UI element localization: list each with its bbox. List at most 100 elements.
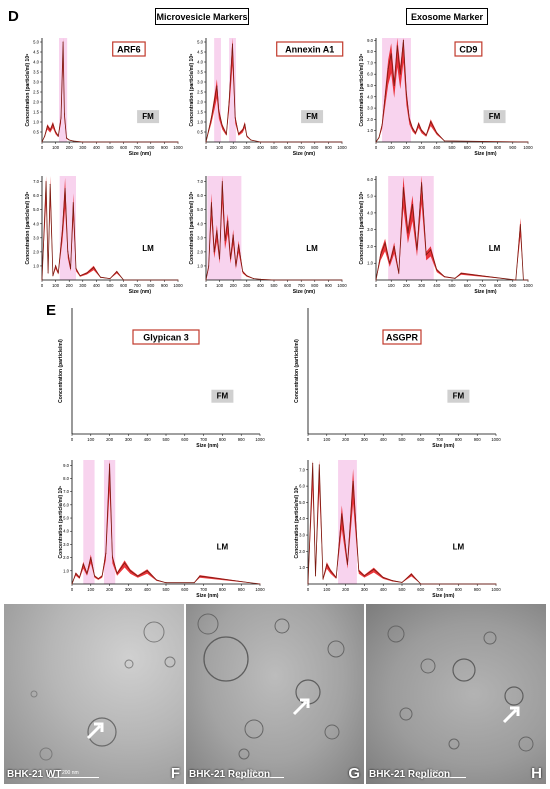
- chart-cd9-lm: 0 100 200 300 400 500 600 700 800 900 1000 Size (nm…: [359, 176, 533, 295]
- x-tick-label: 900: [509, 145, 517, 150]
- x-tick-label: 400: [93, 145, 101, 150]
- data-point: [402, 187, 404, 189]
- y-tick-label: 5.0: [33, 40, 39, 45]
- x-tick-label: 700: [436, 437, 444, 442]
- data-point: [408, 118, 410, 120]
- data-point: [253, 278, 255, 280]
- data-point: [234, 117, 236, 119]
- y-tick-label: 2.0: [299, 549, 305, 554]
- condition-box: [447, 389, 470, 403]
- y-tick-label: 1.0: [299, 565, 305, 570]
- x-tick-label: 100: [388, 145, 396, 150]
- data-point: [454, 277, 456, 279]
- data-point: [94, 575, 96, 577]
- y-tick-label: 9.0: [367, 38, 373, 43]
- data-point: [210, 117, 212, 119]
- data-point: [375, 279, 377, 281]
- x-tick-label: 1000: [523, 145, 533, 150]
- panel-letter-e: E: [46, 302, 57, 319]
- data-point: [70, 268, 72, 270]
- x-tick-label: 1000: [337, 283, 347, 288]
- data-point: [430, 121, 432, 123]
- x-tick-label: 600: [417, 587, 425, 592]
- data-point: [224, 240, 226, 242]
- y-tick-label: 1.0: [197, 120, 203, 125]
- x-tick-label: 800: [494, 145, 502, 150]
- x-tick-label: 500: [163, 587, 171, 592]
- x-tick-label: 800: [147, 283, 155, 288]
- data-point: [393, 84, 395, 86]
- data-point: [79, 275, 81, 277]
- data-point: [378, 136, 380, 138]
- x-tick-label: 200: [342, 437, 350, 442]
- y-axis-label: Concentration (particle/ml) 10⁸: [25, 53, 31, 127]
- data-point: [124, 562, 126, 564]
- marker-title: ARF6: [117, 45, 141, 55]
- data-point: [244, 123, 246, 125]
- marker-title: ASGPR: [386, 333, 419, 343]
- chart-arf6-fm: 0 100 200 300 400 500 600 700 800 900 1000 Size (nm…: [25, 38, 183, 157]
- marker-title-box: [454, 41, 483, 57]
- tem-letter-g: G: [348, 765, 360, 782]
- data-point: [259, 278, 261, 280]
- y-tick-label: 5.0: [367, 83, 373, 88]
- x-tick-label: 800: [219, 587, 227, 592]
- scale-bar: [418, 777, 466, 778]
- data-point: [242, 129, 244, 131]
- x-tick-label: 100: [216, 145, 224, 150]
- x-tick-label: 600: [120, 145, 128, 150]
- data-point: [82, 563, 84, 565]
- x-tick-label: 400: [380, 437, 388, 442]
- condition-box: [301, 110, 324, 124]
- data-point: [341, 513, 343, 515]
- x-tick-label: 100: [323, 587, 331, 592]
- y-axis-label: Concentration (particle/ml) 10⁵: [58, 485, 64, 559]
- x-tick-label: 200: [106, 587, 114, 592]
- y-tick-label: 1.0: [197, 263, 203, 268]
- data-point: [411, 127, 413, 129]
- x-tick-label: 900: [325, 145, 333, 150]
- panel-letter-d: D: [8, 8, 19, 25]
- x-tick-label: 700: [436, 587, 444, 592]
- data-point: [430, 249, 432, 251]
- data-point: [436, 132, 438, 134]
- data-point: [393, 245, 395, 247]
- x-tick-label: 200: [342, 587, 350, 592]
- data-point: [396, 45, 398, 47]
- y-tick-label: 4.0: [33, 60, 39, 65]
- y-tick-label: 1.5: [197, 110, 203, 115]
- x-tick-label: 500: [399, 587, 407, 592]
- y-tick-label: 4.5: [197, 50, 203, 55]
- arrow-icon: [86, 722, 104, 740]
- y-tick-label: 7.0: [63, 489, 69, 494]
- x-tick-label: 400: [144, 587, 152, 592]
- x-tick-label: 700: [298, 145, 306, 150]
- x-tick-label: 0: [307, 437, 310, 442]
- y-tick-label: 2.0: [367, 244, 373, 249]
- y-axis-label: Concentration (particle/ml) 10⁸: [359, 191, 365, 265]
- condition-label: FM: [489, 112, 501, 121]
- x-tick-label: 300: [361, 587, 369, 592]
- series-line: [71, 463, 261, 585]
- data-point: [49, 129, 51, 131]
- data-point: [46, 125, 48, 127]
- x-axis-label: Size (nm): [474, 151, 497, 157]
- x-tick-label: 400: [433, 145, 441, 150]
- x-axis-label: Size (nm): [196, 593, 219, 599]
- x-tick-label: 200: [403, 283, 411, 288]
- x-tick-label: 800: [219, 437, 227, 442]
- x-tick-label: 900: [238, 587, 246, 592]
- y-tick-label: 8.0: [63, 476, 69, 481]
- y-tick-label: 2.0: [197, 100, 203, 105]
- tem-texture: [387, 625, 534, 752]
- x-tick-label: 300: [418, 283, 426, 288]
- y-tick-label: 2.0: [197, 249, 203, 254]
- data-point: [387, 68, 389, 70]
- tem-letter-f: F: [170, 765, 180, 782]
- data-point: [60, 117, 62, 119]
- y-axis-label: Concentration (particle/ml) 10⁸: [189, 53, 195, 127]
- data-point: [232, 234, 234, 236]
- data-point: [425, 254, 427, 256]
- x-tick-label: 700: [134, 145, 142, 150]
- tem-label-f: BHK-21 WT: [7, 769, 62, 780]
